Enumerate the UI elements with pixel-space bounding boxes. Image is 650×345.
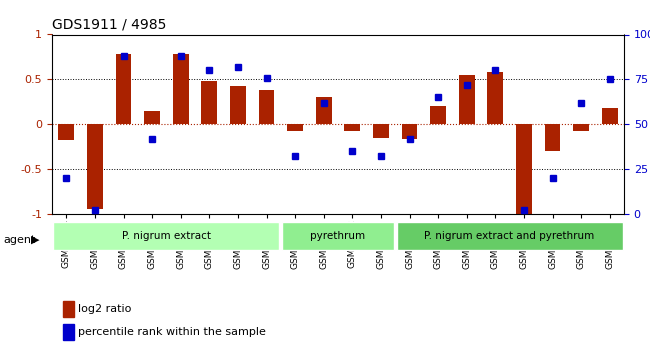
Text: log2 ratio: log2 ratio (78, 304, 131, 314)
Text: GDS1911 / 4985: GDS1911 / 4985 (52, 18, 166, 32)
Text: ▶: ▶ (31, 235, 40, 245)
Bar (287, 124, 303, 131)
Bar (573, 124, 589, 131)
Bar (64, 301, 73, 317)
FancyBboxPatch shape (282, 223, 394, 250)
Bar (488, 72, 503, 124)
Bar (116, 54, 131, 124)
Bar (64, 324, 73, 340)
Bar (87, 124, 103, 209)
Text: agent: agent (3, 235, 36, 245)
Bar (430, 106, 446, 124)
Bar (459, 75, 474, 124)
Bar (545, 124, 560, 151)
Bar (402, 124, 417, 139)
FancyBboxPatch shape (53, 223, 280, 250)
Bar (602, 108, 617, 124)
Bar (202, 81, 217, 124)
Bar (230, 86, 246, 124)
Bar (144, 111, 160, 124)
FancyBboxPatch shape (396, 223, 623, 250)
Bar (516, 124, 532, 214)
Bar (316, 97, 332, 124)
Bar (259, 90, 274, 124)
Text: P. nigrum extract and pyrethrum: P. nigrum extract and pyrethrum (424, 231, 595, 241)
Text: pyrethrum: pyrethrum (311, 231, 365, 241)
Bar (373, 124, 389, 138)
Text: P. nigrum extract: P. nigrum extract (122, 231, 211, 241)
Bar (344, 124, 360, 131)
Text: percentile rank within the sample: percentile rank within the sample (78, 327, 266, 337)
Bar (58, 124, 74, 140)
Bar (173, 54, 188, 124)
